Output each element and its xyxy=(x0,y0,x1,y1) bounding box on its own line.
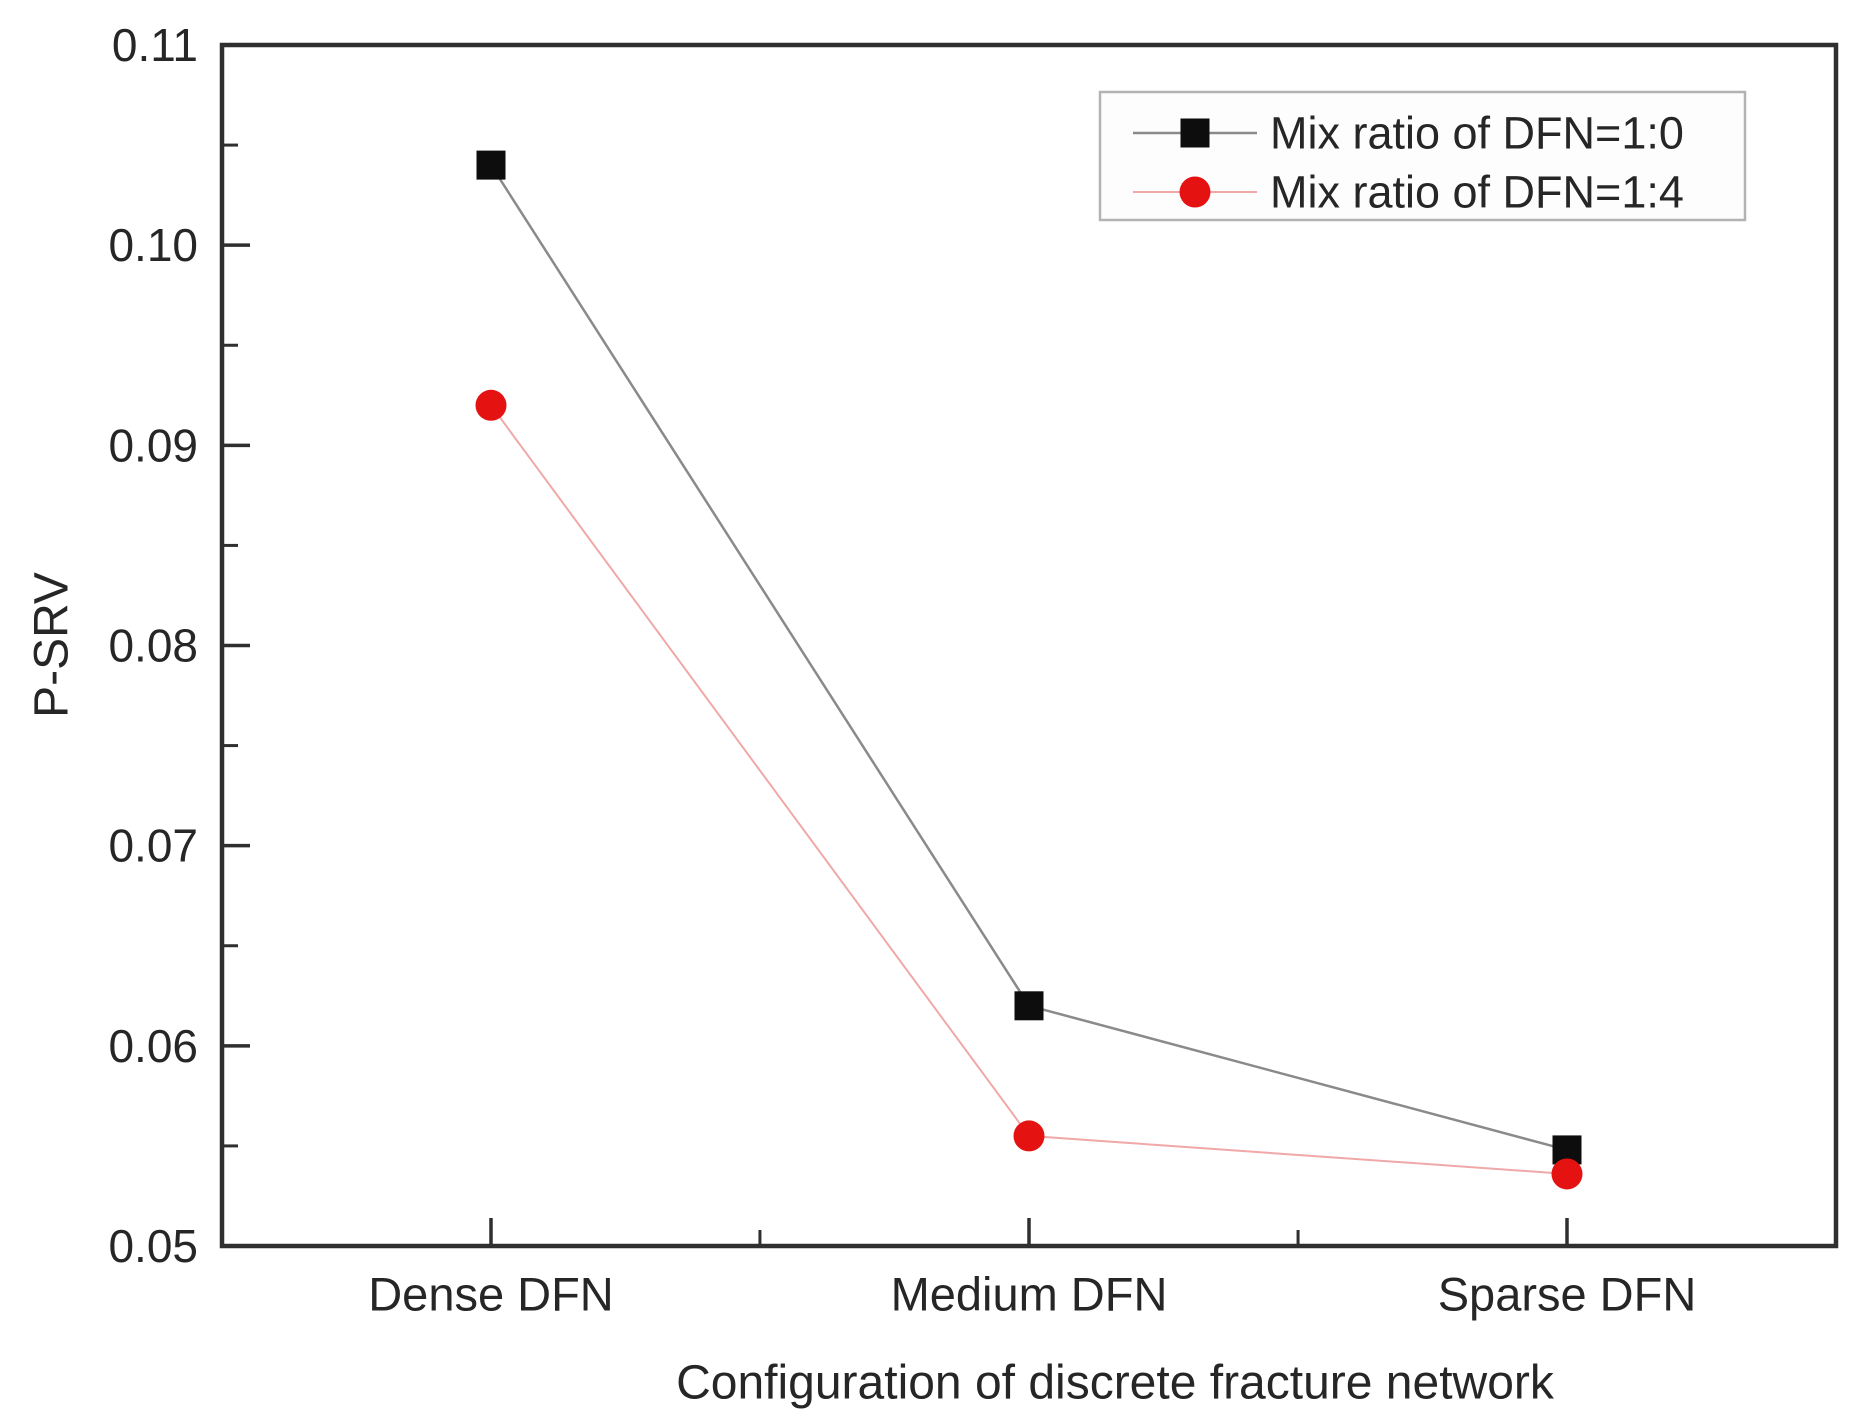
category-label: Dense DFN xyxy=(368,1268,614,1321)
y-axis-tick-label: 0.07 xyxy=(108,820,198,872)
legend-marker-circle xyxy=(1179,176,1211,208)
x-axis-title: Configuration of discrete fracture netwo… xyxy=(676,1357,1555,1410)
y-axis-title: P-SRV xyxy=(26,572,79,718)
series-line-2 xyxy=(490,404,1568,1175)
y-axis-tick-label: 0.05 xyxy=(108,1220,198,1272)
legend-marker-square xyxy=(1180,118,1210,148)
y-axis-tick-label: 0.11 xyxy=(112,19,198,71)
plot-border xyxy=(219,42,1839,1249)
category-label: Sparse DFN xyxy=(1438,1268,1697,1321)
legend-item-label: Mix ratio of DFN=1:4 xyxy=(1270,167,1684,218)
legend-item-label: Mix ratio of DFN=1:0 xyxy=(1270,108,1684,159)
data-point-circle xyxy=(475,389,507,421)
y-axis-tick-label: 0.06 xyxy=(108,1020,198,1072)
data-point-square xyxy=(476,150,506,180)
data-point-circle xyxy=(1013,1120,1045,1152)
y-axis-tick-label: 0.08 xyxy=(108,620,198,672)
data-point-circle xyxy=(1551,1158,1583,1190)
y-axis-tick-label: 0.10 xyxy=(108,219,198,271)
y-axis-tick-label: 0.09 xyxy=(108,419,198,471)
data-point-square xyxy=(1014,991,1044,1021)
category-label: Medium DFN xyxy=(891,1268,1168,1321)
